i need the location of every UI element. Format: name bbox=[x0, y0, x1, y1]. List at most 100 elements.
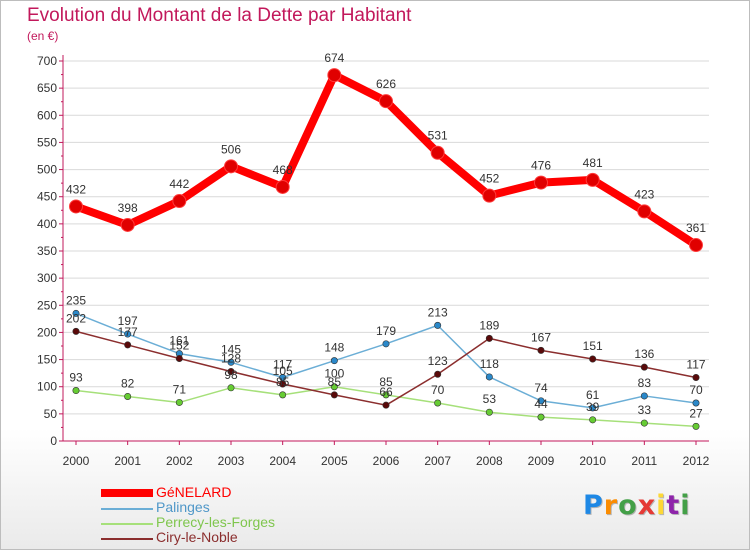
data-label-ciry-le-noble-2005: 85 bbox=[328, 375, 342, 389]
data-label-perrecy-les-forges-2006: 85 bbox=[379, 375, 393, 389]
data-label-perrecy-les-forges-2003: 98 bbox=[224, 368, 238, 382]
chart-title: Evolution du Montant de la Dette par Hab… bbox=[27, 5, 412, 26]
data-point-ciry-le-noble-2001 bbox=[124, 341, 132, 349]
data-label-palinges-2003: 145 bbox=[221, 342, 241, 356]
data-point-palinges-2003 bbox=[227, 358, 235, 366]
data-point-g-nelard-2007 bbox=[430, 145, 445, 160]
data-point-perrecy-les-forges-2000 bbox=[72, 387, 80, 395]
data-point-ciry-le-noble-2002 bbox=[175, 354, 183, 362]
data-label-perrecy-les-forges-2012: 27 bbox=[689, 406, 703, 420]
data-label-ciry-le-noble-2003: 128 bbox=[221, 352, 241, 366]
data-point-palinges-2007 bbox=[434, 321, 442, 329]
logo-letter: x bbox=[637, 490, 657, 521]
data-point-perrecy-les-forges-2007 bbox=[434, 399, 442, 407]
data-label-g-nelard-2012: 361 bbox=[686, 221, 706, 235]
data-point-g-nelard-2004 bbox=[275, 179, 290, 194]
data-point-palinges-2006 bbox=[382, 340, 390, 348]
data-label-ciry-le-noble-2006: 66 bbox=[379, 385, 393, 399]
data-label-ciry-le-noble-2009: 167 bbox=[531, 330, 551, 344]
legend-label-perrecy: Perrecy-les-Forges bbox=[156, 514, 276, 530]
x-tick-label-2002: 2002 bbox=[166, 454, 193, 468]
data-label-palinges-2004: 117 bbox=[273, 357, 292, 371]
legend-swatch-ciry bbox=[101, 538, 153, 540]
data-label-palinges-2010: 61 bbox=[586, 388, 600, 402]
x-tick-label-2008: 2008 bbox=[476, 454, 503, 468]
data-point-palinges-2010 bbox=[589, 404, 597, 412]
data-label-perrecy-les-forges-2008: 53 bbox=[483, 392, 497, 406]
y-tick-label-700: 700 bbox=[37, 54, 57, 68]
data-point-perrecy-les-forges-2008 bbox=[485, 408, 493, 416]
data-label-palinges-2011: 83 bbox=[638, 376, 652, 390]
logo-letter: i bbox=[656, 490, 667, 521]
data-point-palinges-2001 bbox=[124, 330, 132, 338]
data-point-palinges-2011 bbox=[640, 392, 648, 400]
legend-swatch-palinges bbox=[101, 508, 153, 510]
data-point-g-nelard-2000 bbox=[69, 199, 83, 214]
data-point-perrecy-les-forges-2010 bbox=[589, 416, 597, 424]
data-label-ciry-le-noble-2004: 105 bbox=[273, 364, 293, 378]
data-label-g-nelard-2009: 476 bbox=[531, 159, 551, 173]
data-label-ciry-le-noble-2002: 152 bbox=[169, 338, 189, 352]
data-point-ciry-le-noble-2008 bbox=[485, 334, 493, 342]
data-point-palinges-2008 bbox=[485, 373, 493, 381]
logo-letter: r bbox=[603, 490, 619, 521]
x-tick-label-2009: 2009 bbox=[528, 454, 555, 468]
data-label-palinges-2005: 148 bbox=[324, 341, 344, 355]
y-tick-label-0: 0 bbox=[50, 434, 57, 448]
y-tick-label-350: 350 bbox=[37, 244, 57, 258]
legend-swatch-perrecy bbox=[101, 523, 153, 525]
x-tick-label-2004: 2004 bbox=[269, 454, 296, 468]
data-label-g-nelard-2001: 398 bbox=[118, 201, 138, 215]
x-tick-label-2012: 2012 bbox=[683, 454, 710, 468]
data-point-ciry-le-noble-2004 bbox=[279, 380, 287, 388]
data-label-g-nelard-2006: 626 bbox=[376, 77, 396, 91]
data-label-ciry-le-noble-2008: 189 bbox=[479, 318, 499, 332]
data-point-perrecy-les-forges-2002 bbox=[175, 398, 183, 406]
data-point-g-nelard-2010 bbox=[585, 172, 600, 187]
data-point-g-nelard-2011 bbox=[637, 204, 652, 219]
data-point-g-nelard-2003 bbox=[224, 159, 238, 174]
data-point-palinges-2000 bbox=[72, 309, 80, 317]
data-label-g-nelard-2010: 481 bbox=[583, 156, 603, 170]
data-label-palinges-2007: 213 bbox=[428, 305, 448, 319]
data-label-perrecy-les-forges-2005: 100 bbox=[324, 367, 344, 381]
data-label-g-nelard-2011: 423 bbox=[634, 187, 654, 201]
data-label-palinges-2006: 179 bbox=[376, 324, 396, 338]
logo-letter: o bbox=[618, 490, 638, 521]
proxiti-logo: Proxiti bbox=[583, 490, 691, 521]
data-point-perrecy-les-forges-2003 bbox=[227, 384, 235, 392]
logo-letter: i bbox=[680, 490, 691, 521]
x-tick-label-2006: 2006 bbox=[373, 454, 400, 468]
data-point-ciry-le-noble-2005 bbox=[330, 391, 338, 399]
data-point-g-nelard-2002 bbox=[172, 194, 187, 209]
y-tick-label-650: 650 bbox=[37, 81, 57, 95]
y-tick-label-50: 50 bbox=[44, 407, 58, 421]
data-label-palinges-2000: 235 bbox=[66, 293, 86, 307]
x-tick-label-2001: 2001 bbox=[114, 454, 141, 468]
data-label-perrecy-les-forges-2000: 93 bbox=[69, 371, 83, 385]
data-label-ciry-le-noble-2001: 177 bbox=[118, 325, 138, 339]
data-label-palinges-2002: 161 bbox=[169, 334, 189, 348]
data-label-g-nelard-2008: 452 bbox=[479, 172, 499, 186]
data-point-ciry-le-noble-2012 bbox=[692, 373, 700, 381]
data-label-g-nelard-2002: 442 bbox=[169, 177, 189, 191]
logo-letter: t bbox=[666, 490, 681, 521]
chart-subtitle: (en €) bbox=[27, 29, 59, 43]
data-label-ciry-le-noble-2012: 117 bbox=[686, 357, 705, 371]
legend-label-palinges: Palinges bbox=[156, 499, 210, 515]
x-tick-label-2000: 2000 bbox=[63, 454, 90, 468]
data-point-perrecy-les-forges-2001 bbox=[124, 392, 132, 400]
logo-letter: P bbox=[583, 490, 604, 521]
data-label-palinges-2001: 197 bbox=[118, 314, 138, 328]
data-point-g-nelard-2006 bbox=[379, 94, 393, 109]
legend-label-ciry: Ciry-le-Noble bbox=[156, 529, 238, 545]
data-point-ciry-le-noble-2009 bbox=[537, 346, 545, 354]
data-label-g-nelard-2007: 531 bbox=[428, 129, 448, 143]
x-tick-label-2005: 2005 bbox=[321, 454, 348, 468]
data-label-perrecy-les-forges-2010: 39 bbox=[586, 400, 600, 414]
data-point-perrecy-les-forges-2006 bbox=[382, 391, 390, 399]
data-label-g-nelard-2003: 506 bbox=[221, 142, 241, 156]
data-point-g-nelard-2001 bbox=[120, 217, 135, 232]
data-label-perrecy-les-forges-2002: 71 bbox=[173, 382, 187, 396]
